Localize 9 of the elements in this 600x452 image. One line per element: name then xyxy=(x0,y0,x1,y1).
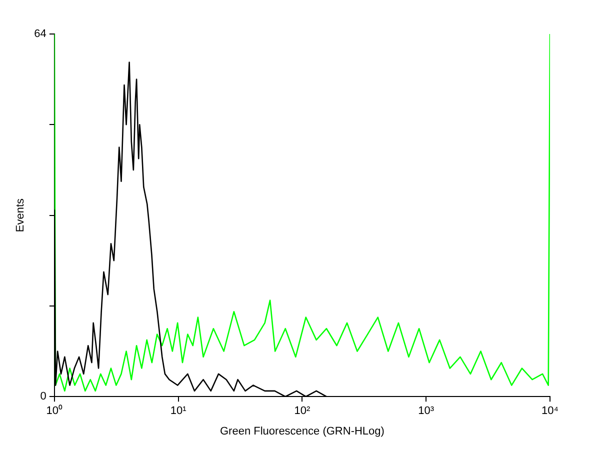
y-tick-label: 0 xyxy=(40,390,46,403)
y-axis-title: Events xyxy=(14,198,27,232)
x-axis-title: Green Fluorescence (GRN-HLog) xyxy=(220,425,384,438)
x-tick-label: 10³ xyxy=(418,405,434,418)
x-tick-label: 10² xyxy=(294,405,310,418)
x-tick-label: 10¹ xyxy=(170,405,187,418)
x-tick-label: 10⁰ xyxy=(46,404,63,418)
y-tick-label: 64 xyxy=(34,28,46,40)
x-tick-label: 10⁴ xyxy=(542,405,559,418)
